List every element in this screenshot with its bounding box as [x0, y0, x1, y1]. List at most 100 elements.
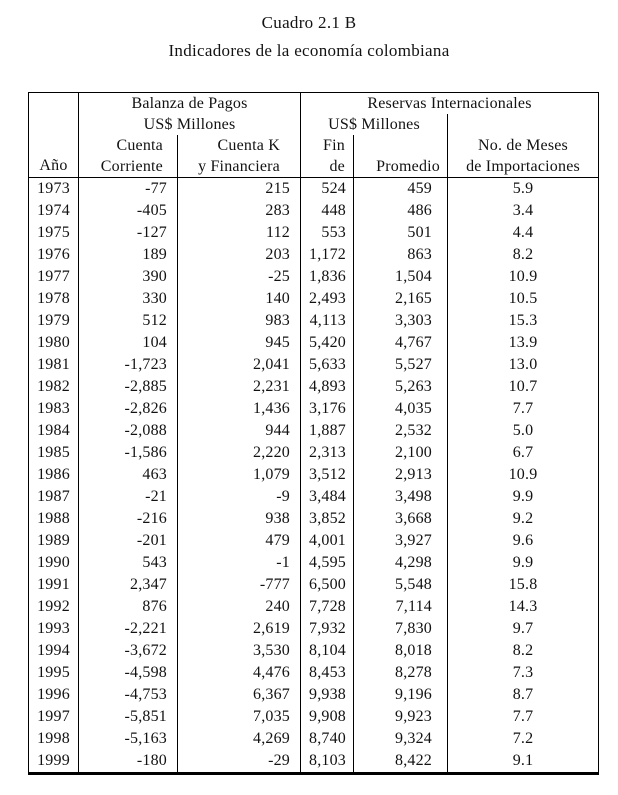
cell-fin-de: 1,887 [309, 422, 346, 439]
cell-anio: 1987 [28, 486, 79, 508]
cell-promedio: 4,035 [353, 398, 448, 420]
cell-fin-de: 4,595 [309, 554, 346, 571]
cell-anio: 1978 [28, 288, 79, 310]
cell-anio: 1973 [28, 177, 79, 200]
cell-meses: 10.9 [446, 464, 599, 486]
cell-cuenta-corriente: 2,347 [130, 576, 167, 593]
cell-anio: 1979 [28, 310, 79, 332]
cell-cuenta-corriente: -2,885 [124, 378, 167, 395]
cell-cuenta-k: 140 [177, 288, 301, 310]
cell-anio: 1977 [28, 266, 79, 288]
table-row: 1995 -4,598 4,476 8,453 8,278 7.3 [28, 662, 599, 684]
cell-meses: 9.1 [446, 750, 599, 774]
cell-meses: 3.4 [446, 200, 599, 222]
cell-fin-de: 9,938 [309, 686, 346, 703]
cell-cuenta-k: 215 [177, 177, 301, 200]
cell-cuenta-corriente: -3,672 [124, 642, 167, 659]
table-row: 1991 2,347 -777 6,500 5,548 15.8 [28, 574, 599, 596]
cell-cuenta-corriente: -4,598 [124, 664, 167, 681]
cell-anio: 1995 [28, 662, 79, 684]
cell-promedio: 8,018 [353, 640, 448, 662]
cell-meses: 7.3 [446, 662, 599, 684]
cell-meses: 8.7 [446, 684, 599, 706]
group-header-reservas: Reservas Internacionales [367, 95, 532, 112]
cell-fin-de: 553 [321, 224, 346, 241]
table-row: 1978 330 140 2,493 2,165 10.5 [28, 288, 599, 310]
table-number-title: Cuadro 2.1 B [261, 13, 357, 32]
cell-meses: 9.9 [446, 486, 599, 508]
cell-promedio: 2,913 [353, 464, 448, 486]
cell-anio: 1988 [28, 508, 79, 530]
cell-cuenta-k: 3,530 [177, 640, 301, 662]
cell-fin-de: 7,932 [309, 620, 346, 637]
cell-promedio: 486 [353, 200, 448, 222]
table-body: 1973 -77 215 524 459 5.9 1974 -405 283 4… [28, 177, 599, 774]
cell-cuenta-k: 944 [177, 420, 301, 442]
cell-fin-de: 3,852 [309, 510, 346, 527]
cell-meses: 9.2 [446, 508, 599, 530]
cell-cuenta-k: 2,041 [177, 354, 301, 376]
table-row: 1996 -4,753 6,367 9,938 9,196 8.7 [28, 684, 599, 706]
cell-cuenta-k: 2,619 [177, 618, 301, 640]
cell-cuenta-corriente: -2,221 [124, 620, 167, 637]
cell-meses: 13.9 [446, 332, 599, 354]
cell-meses: 5.0 [446, 420, 599, 442]
cell-cuenta-corriente: -2,088 [124, 422, 167, 439]
cell-promedio: 3,927 [353, 530, 448, 552]
cell-meses: 10.5 [446, 288, 599, 310]
cell-fin-de: 1,836 [309, 268, 346, 285]
cell-promedio: 7,830 [353, 618, 448, 640]
cell-cuenta-k: 4,269 [177, 728, 301, 750]
table-row: 1977 390 -25 1,836 1,504 10.9 [28, 266, 599, 288]
cell-fin-de: 3,176 [309, 400, 346, 417]
cell-fin-de: 448 [321, 202, 346, 219]
group-header-row: Año Balanza de Pagos Reservas Internacio… [28, 92, 599, 178]
cell-anio: 1998 [28, 728, 79, 750]
table-row: 1976 189 203 1,172 863 8.2 [28, 244, 599, 266]
cell-anio: 1994 [28, 640, 79, 662]
cell-meses: 8.2 [446, 244, 599, 266]
cell-meses: 9.6 [446, 530, 599, 552]
cell-cuenta-corriente: 512 [142, 312, 167, 329]
cell-promedio: 7,114 [353, 596, 448, 618]
cell-promedio: 5,527 [353, 354, 448, 376]
cell-cuenta-corriente: -127 [136, 224, 167, 241]
cell-anio: 1974 [28, 200, 79, 222]
cell-anio: 1992 [28, 596, 79, 618]
cell-cuenta-corriente: -1,723 [124, 356, 167, 373]
cell-promedio: 501 [353, 222, 448, 244]
cell-meses: 5.9 [446, 177, 599, 200]
group-header-balanza: Balanza de Pagos [78, 92, 301, 114]
cell-promedio: 2,532 [353, 420, 448, 442]
cell-promedio: 3,668 [353, 508, 448, 530]
cell-cuenta-corriente: 330 [142, 290, 167, 307]
cell-anio: 1984 [28, 420, 79, 442]
table-row: 1999 -180 -29 8,103 8,422 9.1 [28, 750, 599, 774]
cell-promedio: 863 [353, 244, 448, 266]
cell-fin-de: 8,453 [309, 664, 346, 681]
cell-fin-de: 6,500 [309, 576, 346, 593]
cell-promedio: 4,298 [353, 552, 448, 574]
table-row: 1990 543 -1 4,595 4,298 9.9 [28, 552, 599, 574]
cell-fin-de: 8,740 [309, 730, 346, 747]
cell-cuenta-k: -777 [177, 574, 301, 596]
table-row: 1973 -77 215 524 459 5.9 [28, 177, 599, 200]
cell-cuenta-corriente: 104 [142, 334, 167, 351]
cell-cuenta-corriente: -201 [136, 532, 167, 549]
column-header-fin-de: Fin de [300, 135, 354, 178]
table-row: 1994 -3,672 3,530 8,104 8,018 8.2 [28, 640, 599, 662]
cell-cuenta-corriente: -5,851 [124, 708, 167, 725]
indicators-table: Año Balanza de Pagos Reservas Internacio… [28, 92, 600, 775]
cell-fin-de: 1,172 [309, 246, 346, 263]
table-row: 1979 512 983 4,113 3,303 15.3 [28, 310, 599, 332]
cell-cuenta-k: 283 [177, 200, 301, 222]
cell-cuenta-k: -1 [177, 552, 301, 574]
table-row: 1987 -21 -9 3,484 3,498 9.9 [28, 486, 599, 508]
cell-cuenta-k: 2,231 [177, 376, 301, 398]
cell-cuenta-k: -25 [177, 266, 301, 288]
column-header-promedio: Promedio [353, 135, 448, 178]
cell-promedio: 2,100 [353, 442, 448, 464]
cell-promedio: 5,548 [353, 574, 448, 596]
cell-anio: 1993 [28, 618, 79, 640]
table-row: 1982 -2,885 2,231 4,893 5,263 10.7 [28, 376, 599, 398]
